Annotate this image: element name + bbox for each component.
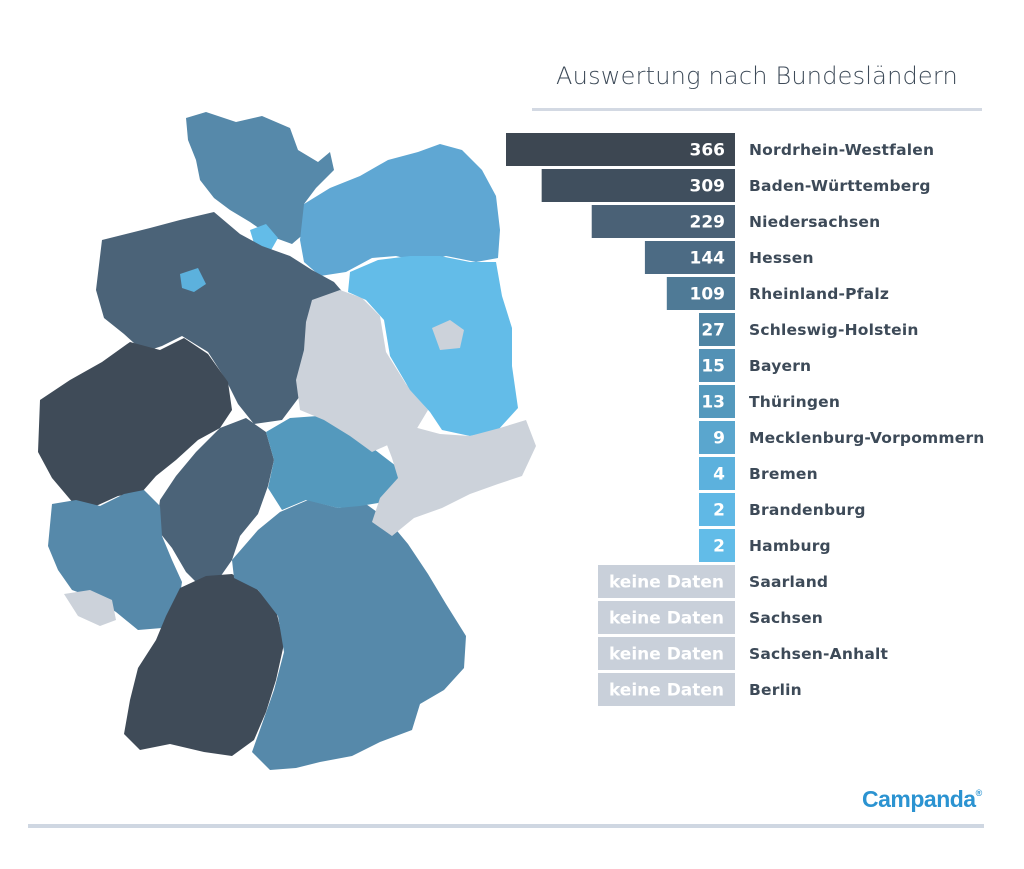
bar-value-label: 366: [690, 141, 726, 161]
state-bremen[interactable]: [180, 268, 206, 292]
category-label: Nordrhein-Westfalen: [749, 141, 934, 159]
category-label: Baden-Württemberg: [749, 177, 931, 195]
state-nordrhein-westfalen[interactable]: [38, 338, 232, 506]
bar-value-label: 15: [701, 357, 725, 377]
state-schleswig-holstein[interactable]: [186, 112, 334, 244]
category-label: Schleswig-Holstein: [749, 321, 919, 339]
state-sachsen-anhalt[interactable]: [296, 290, 428, 452]
bar-value-label: 2: [713, 537, 725, 557]
bar-th-ringen: [699, 385, 735, 418]
state-bayern[interactable]: [232, 500, 466, 770]
bar-value-label: 9: [713, 429, 725, 449]
category-label: Bayern: [749, 357, 811, 375]
logo-text: Campanda: [862, 786, 976, 812]
bottom-divider: [28, 824, 984, 828]
bar-schleswig-holstein: [699, 313, 735, 346]
bar-sachsen-anhalt: [598, 637, 735, 670]
category-label: Saarland: [749, 573, 828, 591]
bar-rheinland-pfalz: [666, 277, 735, 310]
category-label: Bremen: [749, 465, 818, 483]
state-berlin[interactable]: [432, 320, 464, 350]
category-label: Hessen: [749, 249, 814, 267]
bar-value-label: 4: [713, 465, 725, 485]
state-brandenburg[interactable]: [348, 256, 518, 436]
category-label: Niedersachsen: [749, 213, 880, 231]
state-saarland[interactable]: [64, 590, 116, 626]
bar-value-label: 27: [701, 321, 725, 341]
category-label: Brandenburg: [749, 501, 866, 519]
bar-value-label: keine Daten: [609, 681, 724, 701]
bar-value-label: 309: [690, 177, 726, 197]
category-label: Thüringen: [749, 393, 840, 411]
chart-title: Auswertung nach Bundesländern: [556, 62, 958, 90]
bar-brandenburg: [699, 493, 735, 526]
bar-bayern: [699, 349, 735, 382]
category-label: Hamburg: [749, 537, 831, 555]
bar-value-label: 144: [690, 249, 726, 269]
bar-nordrhein-westfalen: [506, 133, 735, 166]
bar-hessen: [644, 241, 735, 274]
state-baden-wuerttemberg[interactable]: [124, 574, 284, 756]
bar-mecklenburg-vorpommern: [699, 421, 735, 454]
bar-niedersachsen: [591, 205, 735, 238]
bar-saarland: [598, 565, 735, 598]
state-sachsen[interactable]: [372, 420, 536, 536]
category-label: Mecklenburg-Vorpommern: [749, 429, 985, 447]
bar-value-label: 13: [701, 393, 725, 413]
category-label: Rheinland-Pfalz: [749, 285, 889, 303]
campanda-logo: Campanda®: [862, 786, 982, 813]
bar-berlin: [598, 673, 735, 706]
state-niedersachsen[interactable]: [96, 212, 346, 424]
state-mecklenburg-vorpommern[interactable]: [300, 144, 500, 276]
category-label: Sachsen: [749, 609, 823, 627]
germany-map: [38, 112, 536, 770]
bar-value-label: keine Daten: [609, 609, 724, 629]
bar-bremen: [699, 457, 735, 490]
category-label: Sachsen-Anhalt: [749, 645, 888, 663]
bar-value-label: keine Daten: [609, 573, 724, 593]
logo-registered-mark: ®: [975, 788, 983, 798]
state-thueringen[interactable]: [266, 416, 404, 510]
state-hessen[interactable]: [156, 418, 274, 588]
category-label: Berlin: [749, 681, 802, 699]
bar-value-label: 229: [690, 213, 726, 233]
bar-value-label: keine Daten: [609, 645, 724, 665]
bars-group: 366 Nordrhein-Westfalen 309 Baden-Württembe…: [506, 133, 985, 706]
bar-baden-w-rttemberg: [541, 169, 735, 202]
bar-sachsen: [598, 601, 735, 634]
title-underline: [532, 108, 982, 111]
state-rheinland-pfalz[interactable]: [48, 490, 182, 630]
bar-value-label: 109: [690, 285, 726, 305]
bar-value-label: 2: [713, 501, 725, 521]
bar-hamburg: [699, 529, 735, 562]
